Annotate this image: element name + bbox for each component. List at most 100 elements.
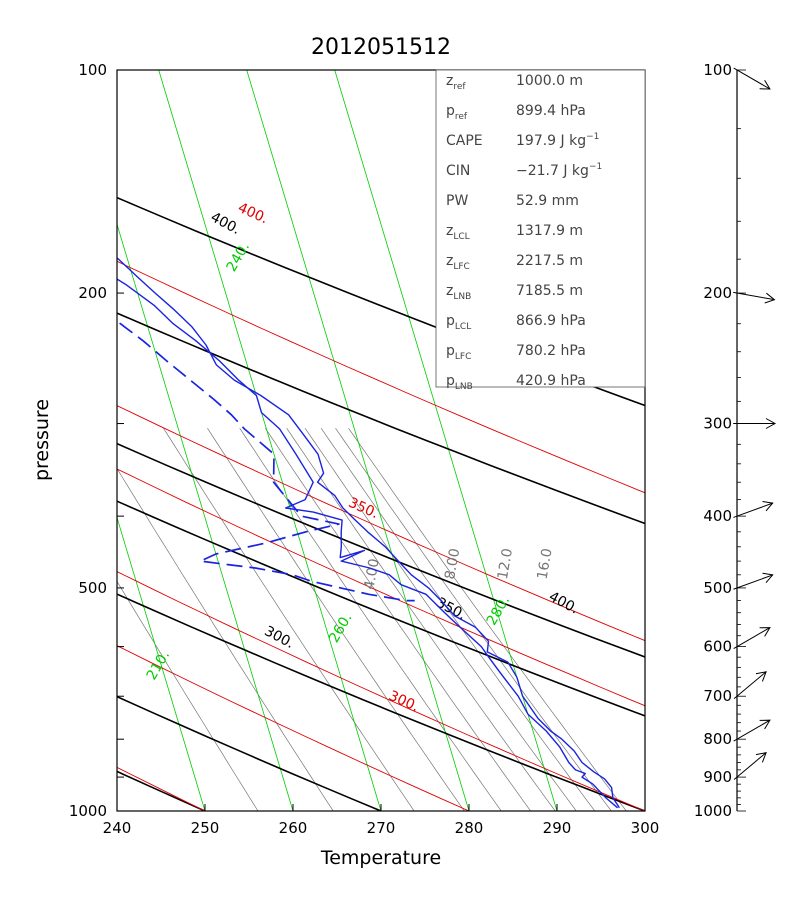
info-value-text: 780.2 hPa [516,343,586,359]
info-symbol: PW [446,193,468,209]
info-subscript: ref [453,82,466,92]
x-tick-label: 270 [367,819,396,837]
info-row: pLNB [446,373,473,392]
info-value: 7185.5 m [516,283,583,299]
wind-barb-shaft [733,291,775,301]
wind-barb-arrowhead [764,292,776,304]
wind-barb-shaft [733,671,767,700]
mixing-ratio-line [163,428,415,811]
wind-pressure-label: 700 [703,687,732,705]
green-grid-label: 210. [144,648,173,683]
info-value-text: −21.7 J kg [516,163,589,179]
wind-pressure-label: 1000 [694,802,732,820]
info-superscript: −1 [589,162,602,172]
x-tick-label: 250 [191,819,220,837]
info-value: 899.4 hPa [516,103,586,119]
wind-barb-shaft [733,752,767,780]
green-grid-label: 220. [52,240,81,275]
mixing-ratio-line [286,428,556,811]
info-value: 2217.5 m [516,253,583,269]
info-value-text: 866.9 hPa [516,313,586,329]
green-grid-line [246,70,470,811]
y-tick-label: 1000 [69,802,107,820]
info-value: 420.9 hPa [516,373,586,389]
mixing-ratio-line [117,580,259,811]
wind-barb-arrowhead [762,572,774,584]
green-grid-line [117,516,206,811]
info-value: 780.2 hPa [516,343,586,359]
chart-title: 2012051512 [311,35,451,60]
info-box-frame [435,69,646,388]
info-value-text: 2217.5 m [516,253,583,269]
dry-adiabat-line [117,500,645,717]
info-value-text: 7185.5 m [516,283,583,299]
y-tick-label: 100 [78,61,107,79]
mixing-ratio-lines [117,427,627,811]
profile-line-1 [117,257,620,809]
wind-barb-shaft [733,67,771,90]
info-symbol: z [446,223,453,239]
info-value-text: 420.9 hPa [516,373,586,389]
wind-profile: 100 200 300 400 500 600 700 800 900 1000 [694,61,777,820]
dry-adiabat-lines [117,196,645,811]
thermodynamic-grid: 350.300.350.400.400.400.350.300.220. 240.… [52,70,645,811]
profile-line-3 [117,320,415,602]
wind-barb-shaft [733,719,771,742]
info-value: −21.7 J kg−1 [516,162,602,179]
moist-adiabat-line [117,571,645,811]
info-value: 52.9 mm [516,193,579,209]
moist-adiabat-line [117,645,470,811]
wind-barb-arrowhead [759,719,771,730]
x-tick-label: 290 [543,819,572,837]
wind-pressure-label: 400 [703,507,732,525]
green-grid-label: 280. [484,593,513,628]
info-symbol: z [446,283,453,299]
info-subscript: ref [455,112,468,122]
x-tick-label: 300 [631,819,660,837]
info-value-text: 1000.0 m [516,73,583,89]
x-tick-label: 260 [279,819,308,837]
x-axis-label: Temperature [320,847,441,869]
moist-adiabat-line [117,468,645,707]
info-subscript: LCL [455,322,471,332]
x-tick-label: 240 [103,819,132,837]
info-row: pLCL [446,313,471,332]
info-superscript: −1 [586,132,599,142]
dry-adiabat-line [117,593,645,811]
wind-barb-shaft [733,502,773,518]
wind-barb-arrowhead [755,671,767,682]
info-row: CIN [446,163,470,179]
wind-barb-arrowhead [759,627,771,637]
wind-pressure-label: 200 [703,284,732,302]
mixing-ratio-label: 4.00 [362,557,383,590]
wind-barb-arrowhead [755,752,767,763]
info-row: zLCL [446,223,470,242]
moist-adiabat-line [117,405,645,642]
info-subscript: LNB [455,382,473,392]
info-symbol: z [446,253,453,269]
moist-adiabat-lines [117,260,645,811]
info-subscript: LNB [453,292,471,302]
green-grid-line [158,70,382,811]
mixing-ratio-line [335,428,612,811]
mixing-ratio-label: 16.0 [535,547,556,580]
info-value: 866.9 hPa [516,313,586,329]
wind-pressure-label: 300 [703,415,732,433]
info-symbol: p [446,343,455,359]
mixing-ratio-line [348,427,627,811]
wind-barb-arrowhead [765,418,777,429]
mixing-ratio-line [320,428,596,811]
mixing-ratio-line [304,428,577,811]
info-subscript: LFC [453,262,469,272]
info-value: 1000.0 m [516,73,583,89]
x-tick-label: 280 [455,819,484,837]
info-symbol: z [446,73,453,89]
axes: 240 250 260 270 280 290 300 100 200 500 1000 [69,61,660,837]
info-subscript: LFC [455,352,471,362]
info-value-text: 899.4 hPa [516,103,586,119]
info-subscript: LCL [453,232,469,242]
info-symbol: p [446,103,455,119]
wind-pressure-label: 800 [703,730,732,748]
